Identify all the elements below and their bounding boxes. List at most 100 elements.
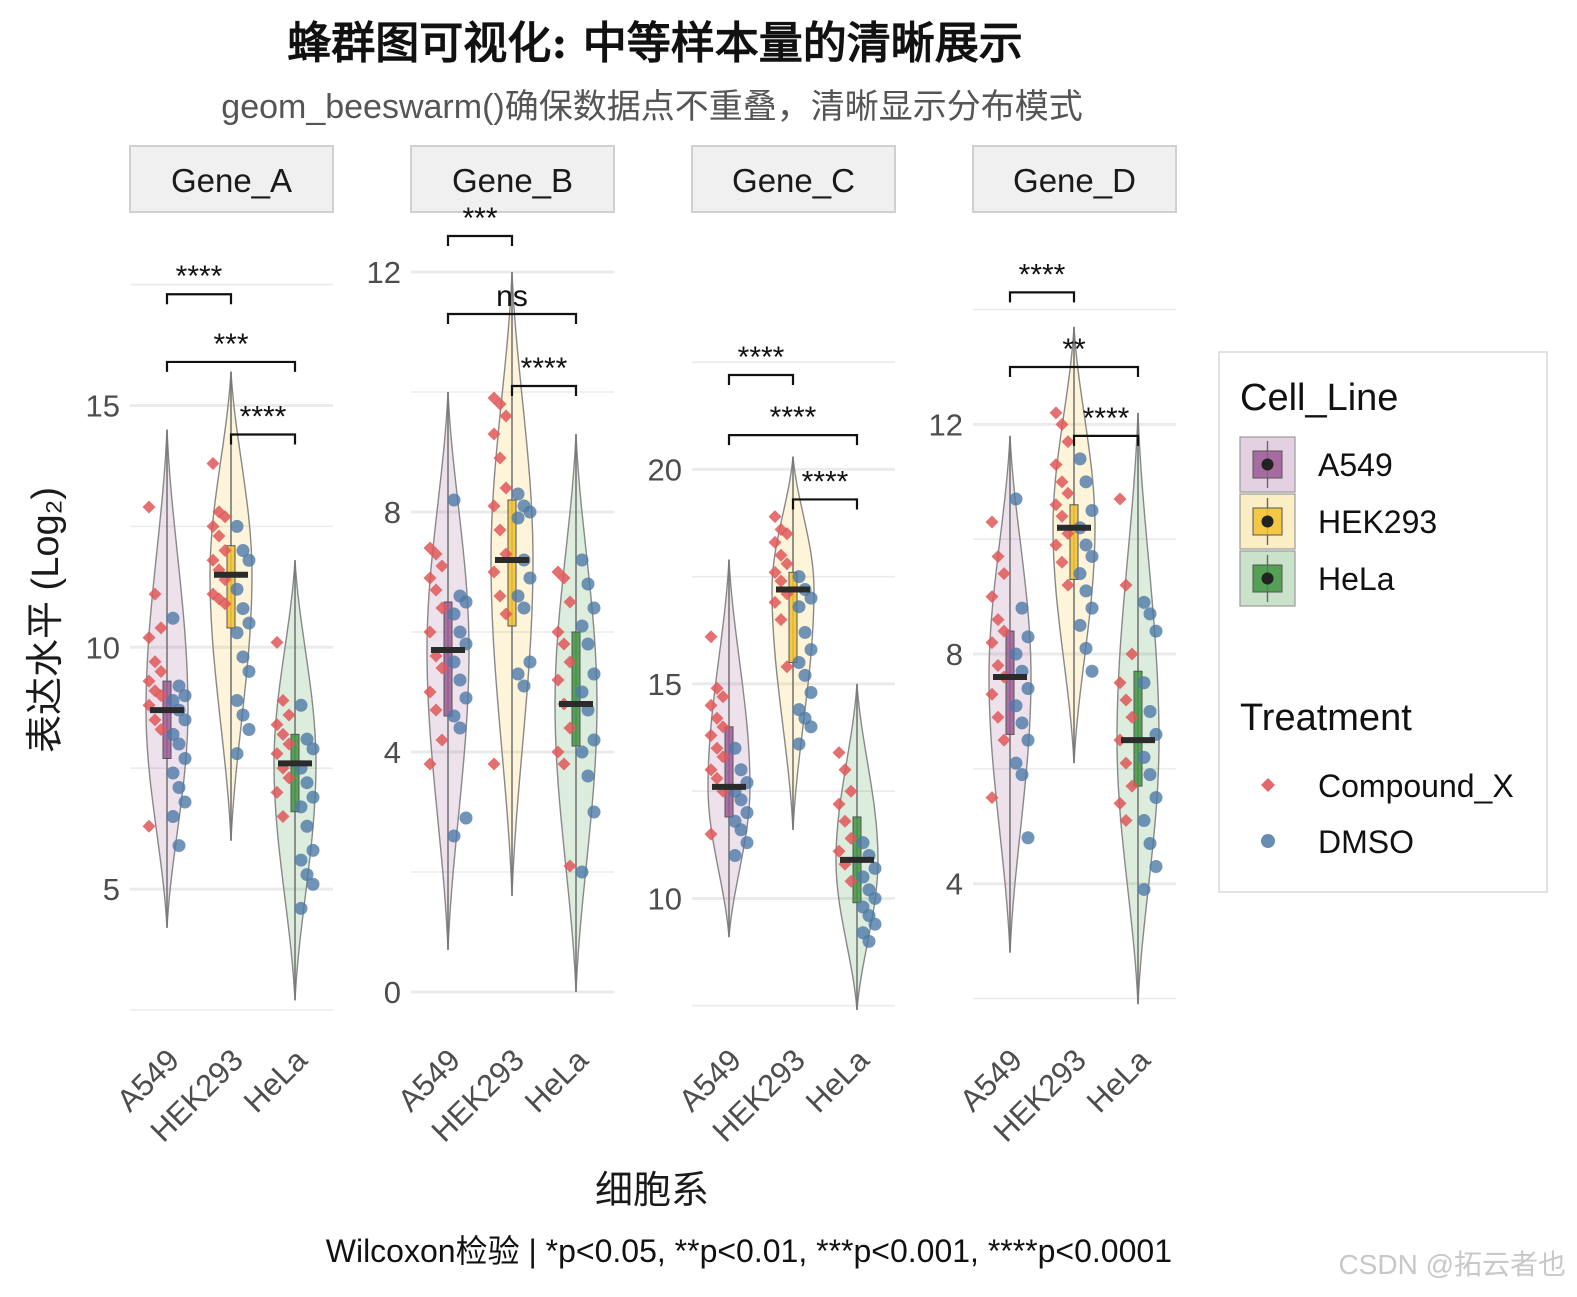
compound-x-point	[1049, 538, 1063, 552]
significance-bracket: ****	[165, 260, 233, 305]
dmso-point	[459, 595, 473, 609]
compound-x-point	[1061, 435, 1075, 449]
compound-x-point	[142, 631, 156, 645]
compound-x-point	[1125, 647, 1139, 661]
compound-x-point	[282, 771, 296, 785]
y-tick-label: 20	[648, 452, 682, 487]
group-a549	[985, 435, 1035, 953]
compound-x-point	[710, 681, 724, 695]
compound-x-point	[551, 745, 565, 759]
dmso-point	[166, 693, 180, 707]
facet-strip-label: Gene_C	[732, 162, 855, 199]
group-a549	[142, 429, 192, 928]
dmso-point	[587, 733, 601, 747]
compound-x-point	[206, 519, 220, 533]
dmso-point	[511, 589, 525, 603]
compound-x-point	[768, 535, 782, 549]
compound-x-point	[768, 595, 782, 609]
dmso-point	[728, 741, 742, 755]
dmso-point	[1079, 538, 1093, 552]
dmso-point	[792, 737, 806, 751]
dmso-point	[868, 917, 882, 931]
compound-x-point	[838, 763, 852, 777]
x-tick-label: HeLa	[518, 1042, 596, 1120]
significance-bracket: ***	[165, 328, 297, 372]
dmso-point	[1085, 664, 1099, 678]
significance-label: ****	[770, 401, 817, 434]
dmso-point	[1015, 601, 1029, 615]
significance-label: ****	[240, 400, 287, 433]
bracket-line	[229, 433, 297, 445]
dmso-point	[1085, 549, 1099, 563]
compound-x-point	[716, 750, 730, 764]
legend-label: HEK293	[1318, 504, 1437, 540]
dmso-point	[1085, 504, 1099, 518]
dmso-point	[172, 737, 186, 751]
compound-x-point	[493, 589, 507, 603]
dmso-point	[1073, 618, 1087, 632]
compound-x-point	[435, 661, 449, 675]
compound-x-point	[1055, 509, 1069, 523]
legend-label: HeLa	[1318, 561, 1395, 597]
compound-x-point	[557, 637, 571, 651]
y-tick-label: 15	[648, 667, 682, 702]
compound-x-point	[832, 797, 846, 811]
compound-x-point	[997, 624, 1011, 638]
bracket-line	[446, 234, 514, 246]
dmso-point	[804, 686, 818, 700]
group-hek293	[206, 371, 256, 841]
legend: Cell_Line A549 HEK293 HeLa Treatment Compo…	[1218, 351, 1548, 893]
compound-x-point	[1113, 733, 1127, 747]
dmso-point	[511, 511, 525, 525]
compound-x-point	[774, 548, 788, 562]
dmso-point	[575, 619, 589, 633]
group-a549	[704, 559, 754, 938]
significance-label: ns	[496, 280, 528, 313]
dmso-point	[804, 591, 818, 605]
compound-x-point	[499, 409, 513, 423]
dmso-point	[517, 601, 531, 615]
dmso-point	[166, 611, 180, 625]
significance-label: ***	[462, 202, 497, 235]
compound-x-point	[218, 544, 232, 558]
compound-x-point	[276, 810, 290, 824]
compound-x-point	[991, 659, 1005, 673]
dmso-point	[1143, 704, 1157, 718]
compound-x-point	[985, 687, 999, 701]
compound-x-point	[844, 874, 858, 888]
dmso-point	[517, 679, 531, 693]
compound-x-point	[997, 567, 1011, 581]
dmso-point	[1137, 882, 1151, 896]
dmso-point	[575, 553, 589, 567]
compound-x-point	[154, 722, 168, 736]
compound-x-point	[142, 674, 156, 688]
compound-x-point	[991, 710, 1005, 724]
dmso-point	[575, 745, 589, 759]
compound-x-point	[1119, 814, 1133, 828]
dmso-point	[236, 650, 250, 664]
compound-x-point	[774, 613, 788, 627]
dmso-point	[1085, 601, 1099, 615]
dmso-point	[804, 643, 818, 657]
dmso-point	[242, 553, 256, 567]
compound-x-point	[435, 601, 449, 615]
significance-bracket: ***	[446, 202, 514, 246]
dmso-point	[172, 839, 186, 853]
compound-x-point	[1049, 498, 1063, 512]
compound-x-point	[710, 771, 724, 785]
dmso-point	[447, 829, 461, 843]
x-tick-label: HeLa	[799, 1042, 877, 1120]
compound-x-point	[499, 607, 513, 621]
compound-x-point	[493, 397, 507, 411]
group-hela	[551, 433, 601, 993]
y-tick-label: 5	[103, 872, 120, 907]
compound-x-point	[563, 595, 577, 609]
compound-x-point	[218, 510, 232, 524]
dmso-point	[511, 487, 525, 501]
dmso-point	[236, 602, 250, 616]
compound-x-point	[1055, 417, 1069, 431]
compound-x-point	[142, 500, 156, 514]
compound-x-point	[206, 553, 220, 567]
dmso-point	[1021, 630, 1035, 644]
compound-x-point	[1119, 756, 1133, 770]
